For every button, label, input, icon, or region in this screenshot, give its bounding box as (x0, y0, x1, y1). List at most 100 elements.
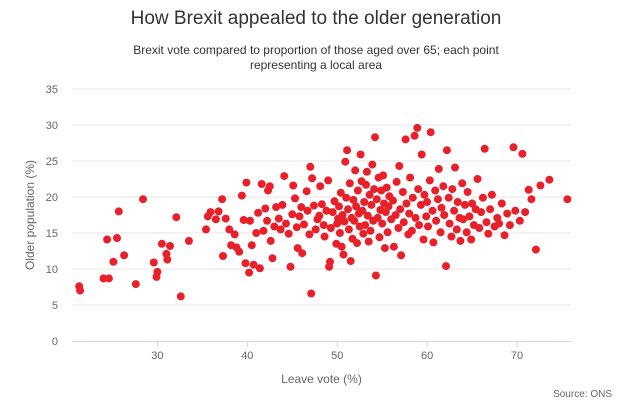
data-point (305, 230, 314, 239)
y-axis-label: Older population (%) (23, 160, 37, 270)
data-point (362, 167, 371, 176)
data-point (219, 252, 227, 260)
data-point (302, 187, 311, 196)
data-point (336, 188, 345, 197)
data-point (527, 195, 536, 204)
data-point (261, 204, 270, 213)
data-point (153, 267, 162, 276)
data-point (511, 206, 520, 215)
data-point (242, 178, 251, 187)
data-point (365, 190, 374, 199)
data-point (157, 239, 166, 248)
data-point (436, 228, 445, 237)
data-point (445, 219, 454, 228)
data-point (368, 160, 377, 169)
data-point (410, 131, 419, 140)
data-point (235, 247, 244, 256)
x-tick-label: 30 (151, 350, 163, 362)
data-point (320, 232, 329, 241)
data-point (351, 166, 360, 175)
data-point (405, 209, 414, 218)
data-point (451, 163, 459, 172)
data-point (370, 185, 379, 194)
data-point (419, 235, 428, 244)
data-point (257, 180, 266, 188)
data-point (338, 211, 347, 219)
data-point (414, 185, 423, 194)
data-point (328, 208, 337, 217)
data-point (356, 150, 365, 159)
x-tick-label: 40 (241, 350, 253, 362)
data-point (453, 198, 462, 206)
data-point (383, 228, 392, 237)
data-point (448, 185, 457, 194)
data-point (326, 224, 335, 232)
data-point (362, 180, 370, 189)
data-point (545, 175, 554, 184)
data-point (363, 211, 372, 220)
data-point (360, 198, 369, 206)
data-point (245, 268, 254, 277)
data-point (463, 188, 472, 196)
data-point (172, 213, 181, 222)
grid-lines (72, 88, 571, 306)
data-point (563, 195, 572, 204)
data-point (518, 149, 527, 158)
data-point (309, 201, 318, 210)
data-point (131, 280, 140, 289)
data-point (399, 218, 408, 227)
data-point (221, 214, 230, 223)
data-point (292, 223, 301, 232)
data-point (315, 211, 324, 220)
data-point (509, 143, 518, 152)
data-point (139, 195, 147, 204)
data-point (415, 221, 424, 230)
data-point (76, 286, 85, 295)
data-point (389, 196, 397, 205)
data-point (371, 271, 380, 280)
data-point (163, 255, 172, 264)
data-point (247, 241, 256, 250)
data-point (340, 217, 349, 226)
data-point (417, 150, 426, 159)
data-point (378, 219, 387, 228)
data-point (364, 237, 373, 246)
data-point (184, 236, 193, 245)
data-point (254, 208, 263, 217)
data-point (422, 212, 431, 221)
data-point (230, 230, 239, 239)
data-point (442, 146, 451, 155)
data-point (241, 259, 250, 268)
data-point (477, 208, 486, 217)
data-point (391, 211, 400, 219)
data-point (282, 219, 290, 228)
data-point (109, 257, 118, 266)
data-point (420, 190, 429, 199)
data-point (311, 225, 320, 234)
data-point (342, 193, 351, 202)
data-point (366, 226, 375, 235)
data-point (322, 206, 331, 215)
data-point (480, 144, 489, 153)
data-point (459, 215, 468, 224)
data-point (288, 210, 297, 219)
data-point (425, 176, 434, 185)
data-point (324, 176, 333, 185)
data-point (437, 203, 446, 212)
data-point (397, 251, 406, 260)
data-point (295, 212, 304, 221)
data-point (353, 186, 362, 195)
data-point (482, 218, 491, 227)
data-point (358, 206, 367, 215)
y-tick-label: 20 (46, 192, 58, 204)
data-point (268, 254, 277, 263)
y-tick-label: 5 (52, 300, 58, 312)
data-point (406, 173, 415, 182)
data-point (398, 188, 407, 196)
data-point (272, 203, 281, 212)
x-tick-label: 50 (331, 350, 343, 362)
data-point (103, 235, 112, 244)
data-point (531, 245, 540, 254)
data-point (401, 135, 410, 144)
data-point (447, 232, 456, 241)
